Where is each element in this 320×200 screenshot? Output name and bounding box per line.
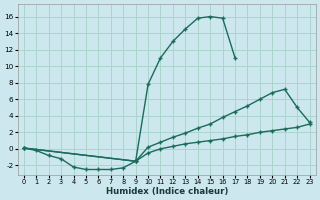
X-axis label: Humidex (Indice chaleur): Humidex (Indice chaleur): [106, 187, 228, 196]
